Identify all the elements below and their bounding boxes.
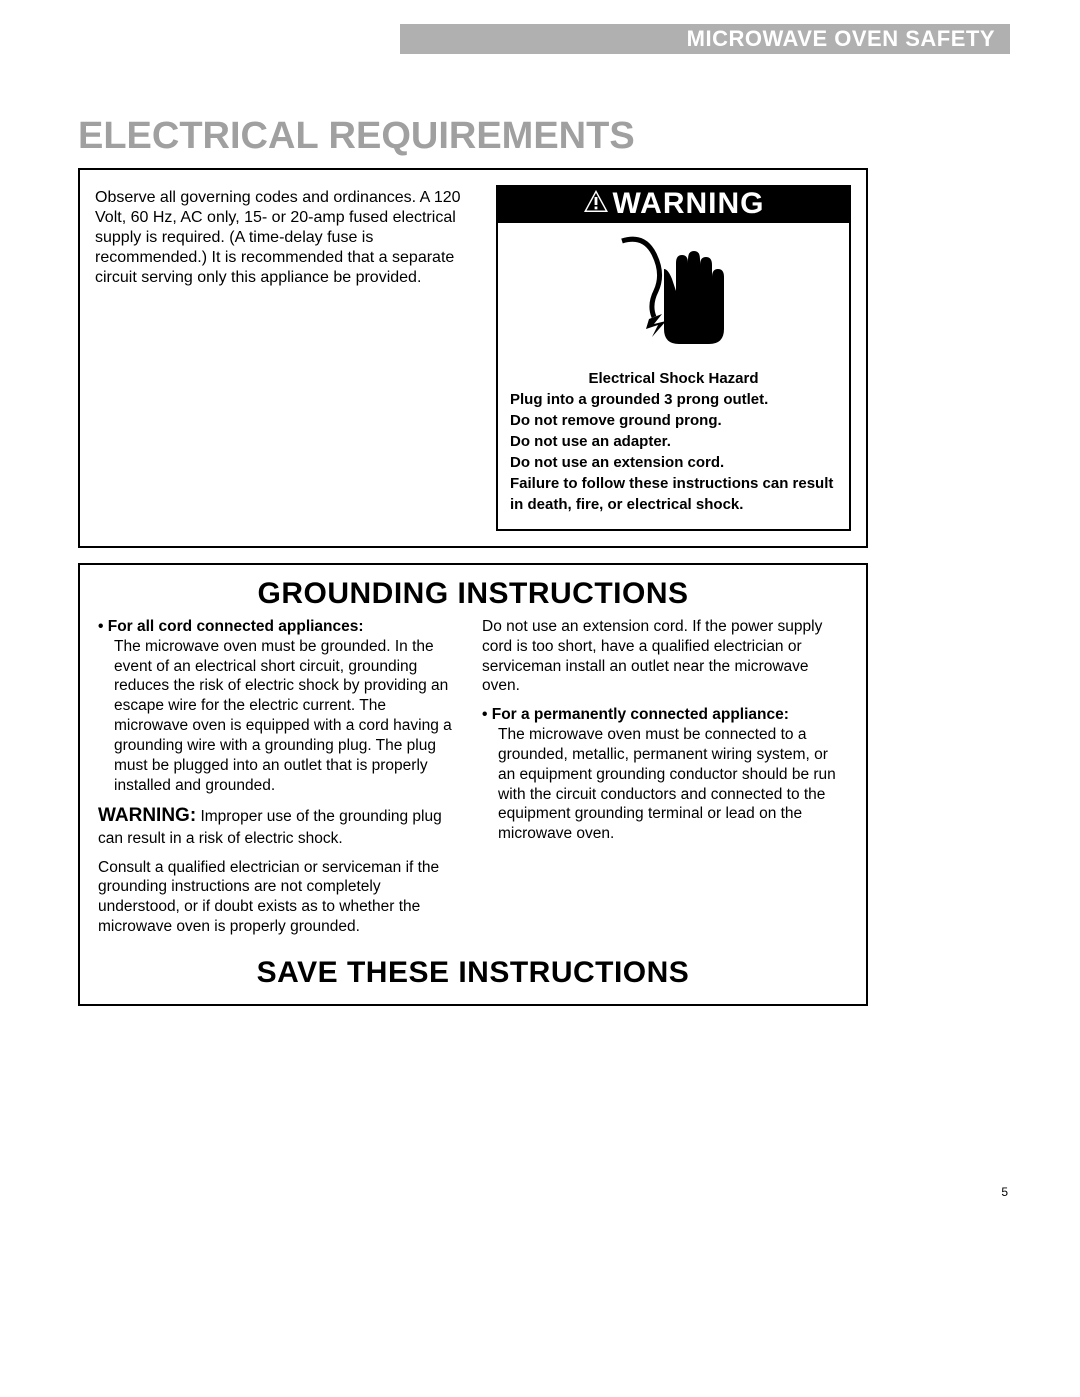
right-bullet-head: • For a permanently connected appliance:: [482, 706, 789, 723]
hazard-title: Electrical Shock Hazard: [510, 368, 837, 389]
warning-panel: WARNING Electrical Shock Hazard Plug int…: [496, 185, 851, 531]
warning-body: Electrical Shock Hazard Plug into a grou…: [498, 364, 849, 529]
warning-heading-text: WARNING: [613, 187, 765, 221]
right-p1: Do not use an extension cord. If the pow…: [482, 617, 848, 696]
warning-line-1: Do not remove ground prong.: [510, 410, 837, 431]
intro-paragraph: Observe all governing codes and ordinanc…: [95, 185, 474, 531]
warning-line-3: Do not use an extension cord.: [510, 452, 837, 473]
save-instructions-title: SAVE THESE INSTRUCTIONS: [98, 956, 848, 990]
left-p1: The microwave oven must be grounded. In …: [114, 637, 464, 796]
left-column: • For all cord connected appliances: The…: [98, 617, 464, 946]
inline-warning-label: WARNING:: [98, 805, 196, 826]
left-bullet-head: • For all cord connected appliances:: [98, 618, 364, 635]
alert-triangle-icon: [583, 187, 609, 221]
warning-header: WARNING: [498, 187, 849, 223]
warning-line-4: Failure to follow these instructions can…: [510, 473, 837, 515]
warning-line-0: Plug into a grounded 3 prong outlet.: [510, 389, 837, 410]
grounding-instructions-box: GROUNDING INSTRUCTIONS • For all cord co…: [78, 563, 868, 1006]
page-title: ELECTRICAL REQUIREMENTS: [78, 115, 635, 158]
right-p2: The microwave oven must be connected to …: [498, 725, 848, 844]
shock-hand-icon: [498, 223, 849, 364]
warning-line-2: Do not use an adapter.: [510, 431, 837, 452]
section-header-bar: MICROWAVE OVEN SAFETY: [400, 24, 1010, 54]
page-number: 5: [1001, 1185, 1008, 1199]
section-header-text: MICROWAVE OVEN SAFETY: [687, 26, 995, 51]
right-column: Do not use an extension cord. If the pow…: [482, 617, 848, 946]
grounding-title: GROUNDING INSTRUCTIONS: [98, 577, 848, 611]
left-p2: Consult a qualified electrician or servi…: [98, 858, 464, 937]
left-warning-line: WARNING: Improper use of the grounding p…: [98, 804, 464, 848]
electrical-requirements-box: Observe all governing codes and ordinanc…: [78, 168, 868, 548]
